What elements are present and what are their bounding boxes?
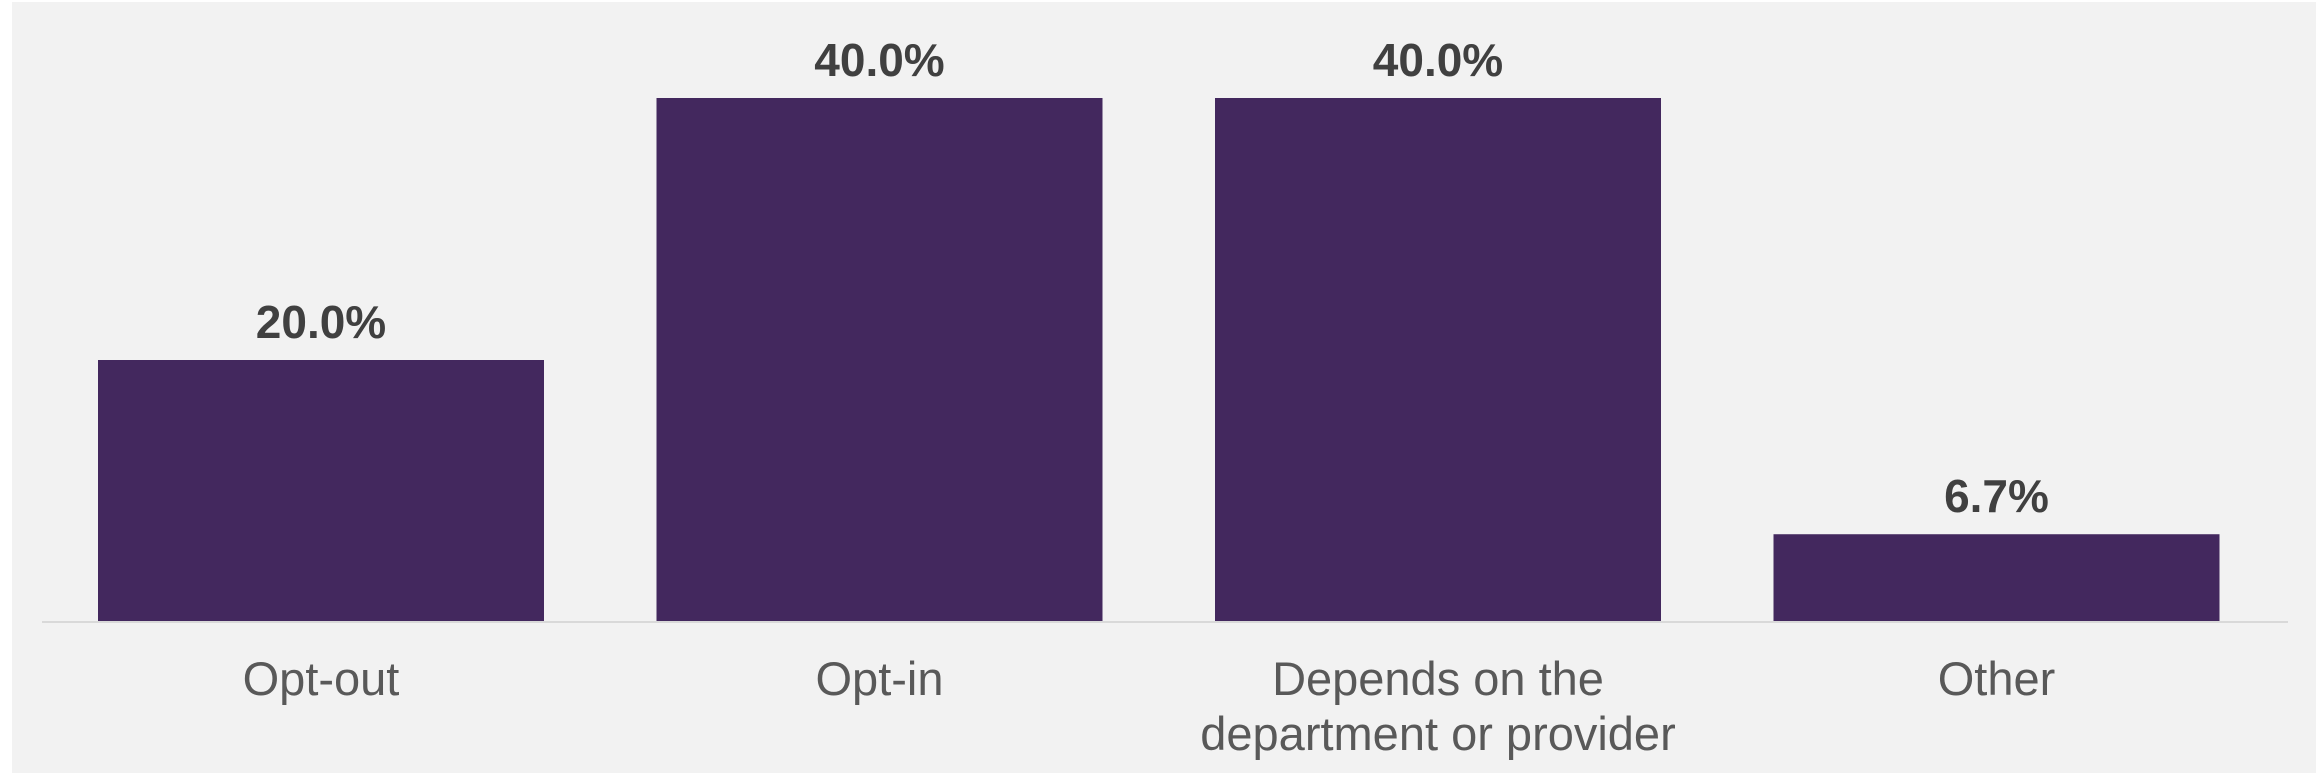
category-label-line: Depends on the [1272, 652, 1604, 705]
category-label-line: Other [1938, 652, 2056, 705]
category-label-2: Opt-in [816, 652, 944, 705]
value-label-4: 6.7% [1944, 470, 2049, 522]
value-label-1: 20.0% [256, 296, 386, 348]
category-label-3: Depends on the department or provider [1200, 652, 1675, 760]
value-label-3: 40.0% [1373, 34, 1503, 86]
bar-chart: 20.0% Opt-out 40.0% Opt-in 40.0% Depends on t… [42, 34, 2288, 760]
bar-3 [1215, 98, 1661, 622]
category-label-line: Opt-out [243, 652, 400, 705]
category-label-line: department or provider [1200, 707, 1675, 760]
value-label-2: 40.0% [814, 34, 944, 86]
chart-panel: 20.0% Opt-out 40.0% Opt-in 40.0% Depends on t… [12, 2, 2316, 773]
labels-layer: 20.0% Opt-out 40.0% Opt-in 40.0% Depends on t… [243, 34, 2056, 760]
bars-layer [98, 98, 2220, 622]
bar-1 [98, 360, 544, 622]
category-label-1: Opt-out [243, 652, 400, 705]
bar-2 [656, 98, 1103, 622]
category-label-line: Opt-in [816, 652, 944, 705]
category-label-4: Other [1938, 652, 2056, 705]
bar-4 [1773, 534, 2220, 622]
